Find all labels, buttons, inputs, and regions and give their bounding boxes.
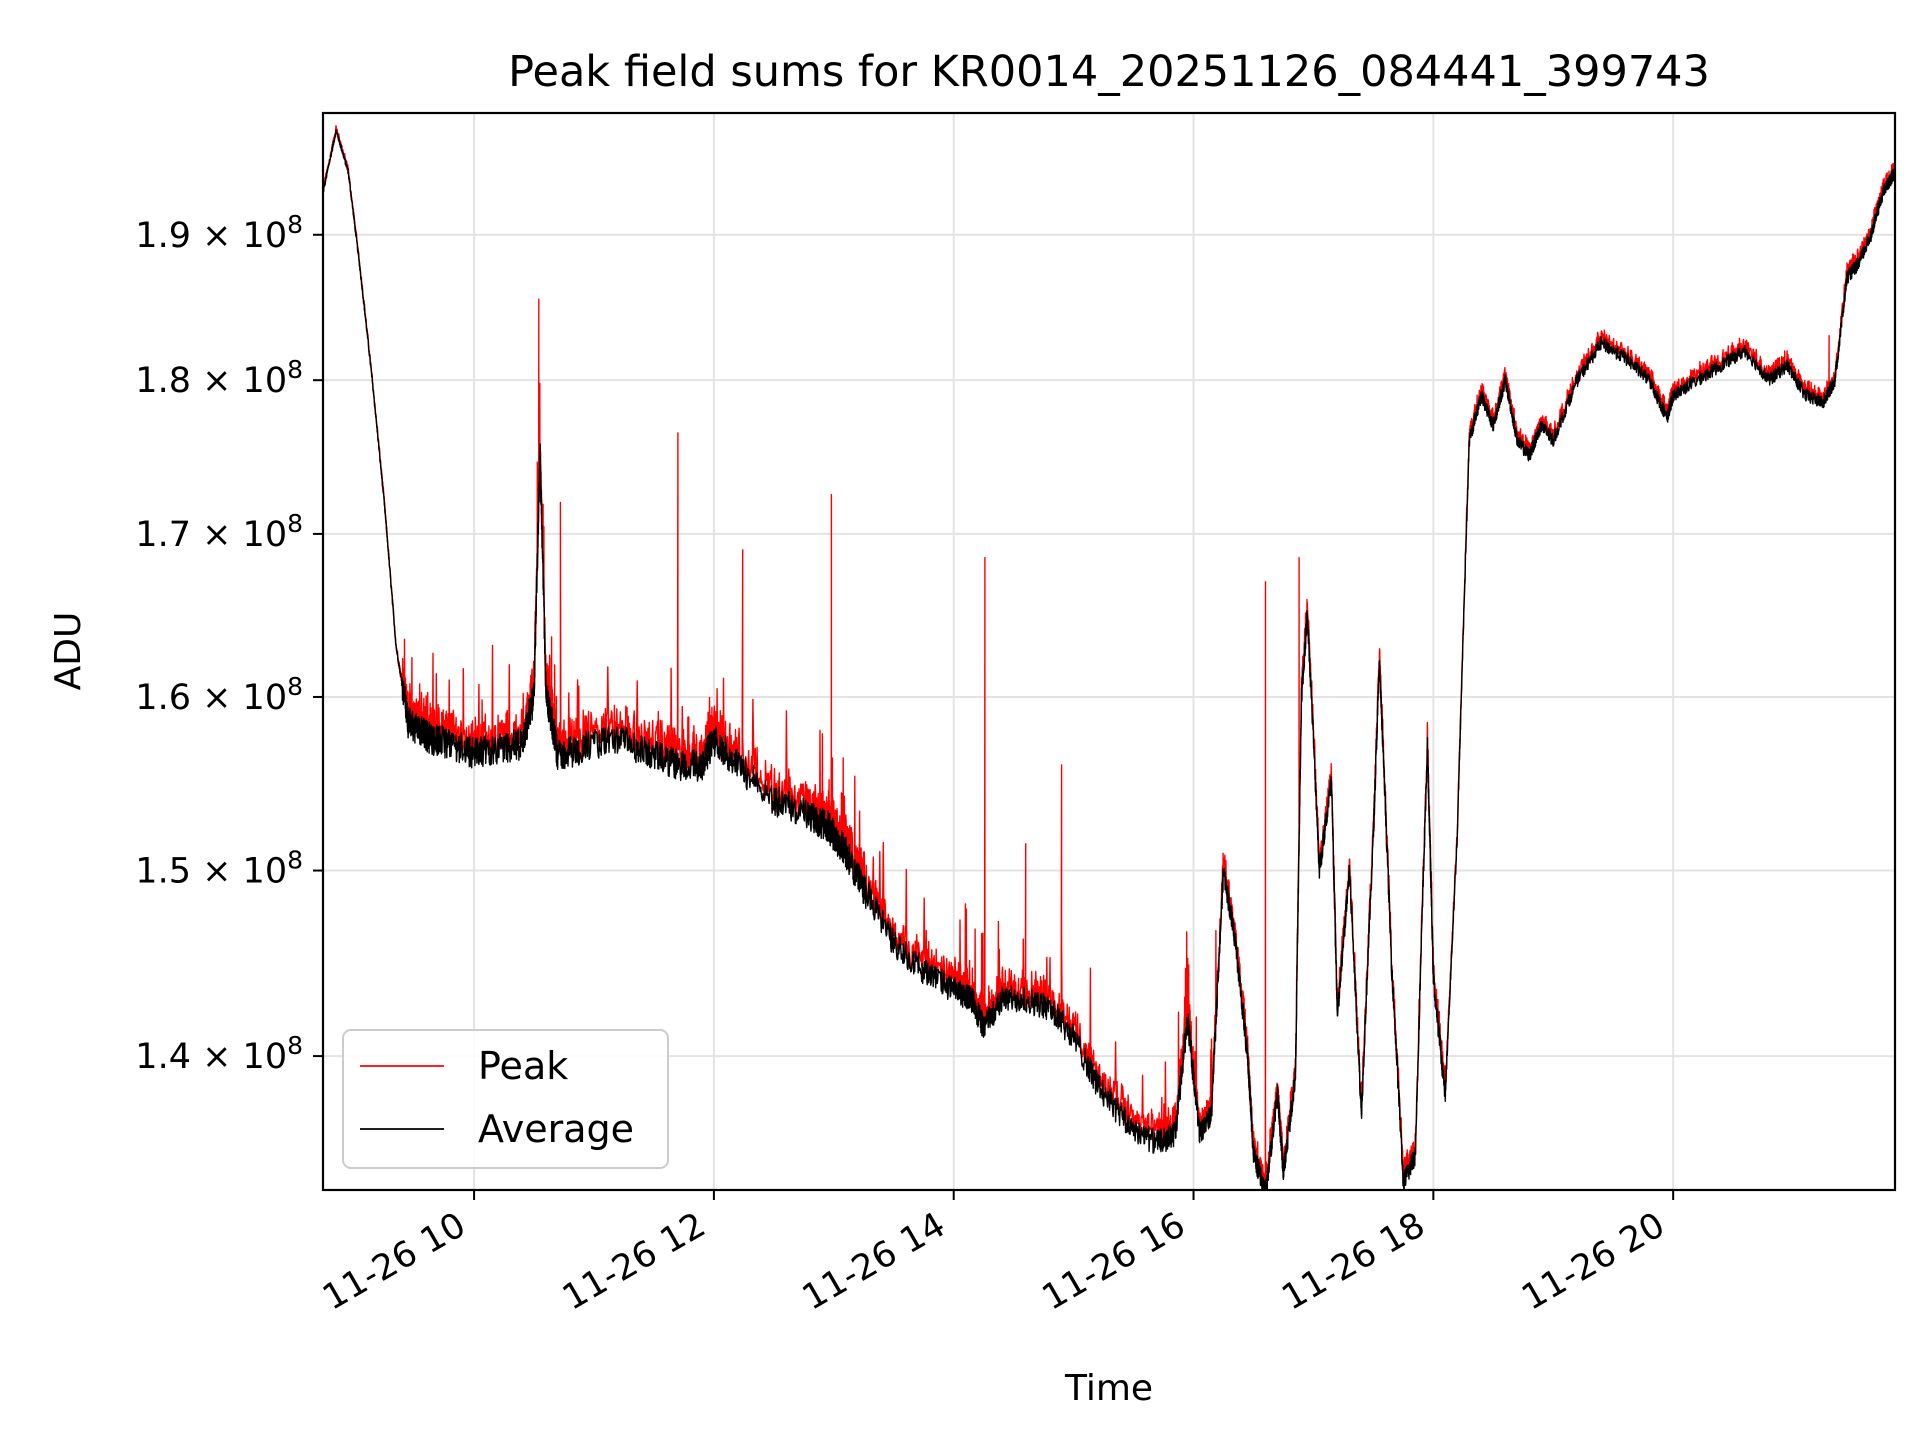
legend: Peak Average xyxy=(342,1029,669,1169)
y-tick-times: × xyxy=(191,216,243,256)
y-tick-base: 10 xyxy=(243,678,288,718)
y-tick-label: 1.6 × 108 xyxy=(135,672,303,718)
y-tick-times: × xyxy=(191,678,243,718)
y-tick-base: 10 xyxy=(243,515,288,555)
chart-title: Peak field sums for KR0014_20251126_0844… xyxy=(508,47,1710,97)
y-tick-exponent: 8 xyxy=(287,210,303,239)
y-tick-times: × xyxy=(191,852,243,892)
y-tick-times: × xyxy=(191,1037,243,1077)
y-tick-times: × xyxy=(191,361,243,401)
y-tick-exponent: 8 xyxy=(287,1031,303,1060)
y-tick-mantissa: 1.9 xyxy=(135,216,191,256)
y-tick-exponent: 8 xyxy=(287,355,303,384)
y-tick-exponent: 8 xyxy=(287,672,303,701)
y-tick-label: 1.7 × 108 xyxy=(135,509,303,555)
legend-box xyxy=(342,1029,669,1169)
y-tick-times: × xyxy=(191,515,243,555)
x-axis-title: Time xyxy=(1064,1368,1153,1409)
y-axis-title: ADU xyxy=(48,612,89,691)
y-tick-label: 1.8 × 108 xyxy=(135,355,303,401)
y-tick-mantissa: 1.7 xyxy=(135,515,191,555)
y-tick-mantissa: 1.6 xyxy=(135,678,191,718)
y-tick-base: 10 xyxy=(243,852,288,892)
y-tick-base: 10 xyxy=(243,361,288,401)
y-tick-label: 1.9 × 108 xyxy=(135,210,303,256)
y-tick-base: 10 xyxy=(243,216,288,256)
y-tick-mantissa: 1.8 xyxy=(135,361,191,401)
series-line-average xyxy=(322,129,1896,1191)
grid-lines xyxy=(323,113,1895,1190)
plot-frame xyxy=(321,111,1897,1192)
y-tick-mantissa: 1.5 xyxy=(135,852,191,892)
y-tick-base: 10 xyxy=(243,1037,288,1077)
series-layer xyxy=(322,125,1896,1191)
legend-label-average: Average xyxy=(478,1107,634,1151)
y-tick-mantissa: 1.4 xyxy=(135,1037,191,1077)
y-tick-exponent: 8 xyxy=(287,509,303,538)
y-tick-label: 1.5 × 108 xyxy=(135,846,303,892)
y-tick-exponent: 8 xyxy=(287,846,303,875)
legend-label-peak: Peak xyxy=(478,1044,568,1088)
y-tick-label: 1.4 × 108 xyxy=(135,1031,303,1077)
